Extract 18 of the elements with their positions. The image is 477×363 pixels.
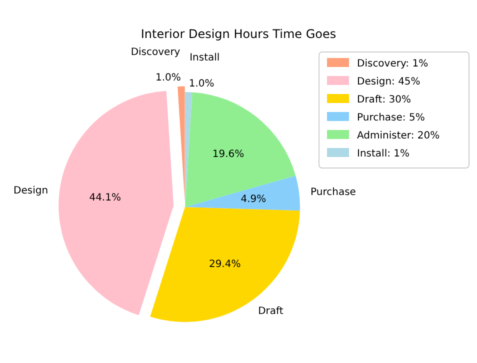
legend-label: Design: 45% (357, 76, 420, 88)
data-label: 1.0% (156, 72, 181, 84)
data-label: 29.4% (208, 258, 241, 270)
data-label: 19.6% (212, 148, 244, 160)
legend-label: Purchase: 5% (357, 112, 425, 124)
data-label: 44.1% (89, 192, 121, 204)
legend-label: Administer: 20% (357, 130, 440, 142)
data-label: 1.0% (188, 78, 214, 90)
text: Purchase (310, 187, 356, 198)
text: Install (190, 52, 220, 64)
chart-title: Interior Design Hours Time Goes (140, 27, 336, 41)
text: Draft (258, 306, 284, 317)
legend-label: Draft: 30% (357, 94, 411, 106)
data-label: 4.9% (240, 194, 266, 206)
text: Discovery (130, 46, 180, 58)
legend-label: Discovery: 1% (357, 58, 428, 70)
text: Design (14, 186, 48, 197)
legend-label: Install: 1% (357, 148, 410, 160)
